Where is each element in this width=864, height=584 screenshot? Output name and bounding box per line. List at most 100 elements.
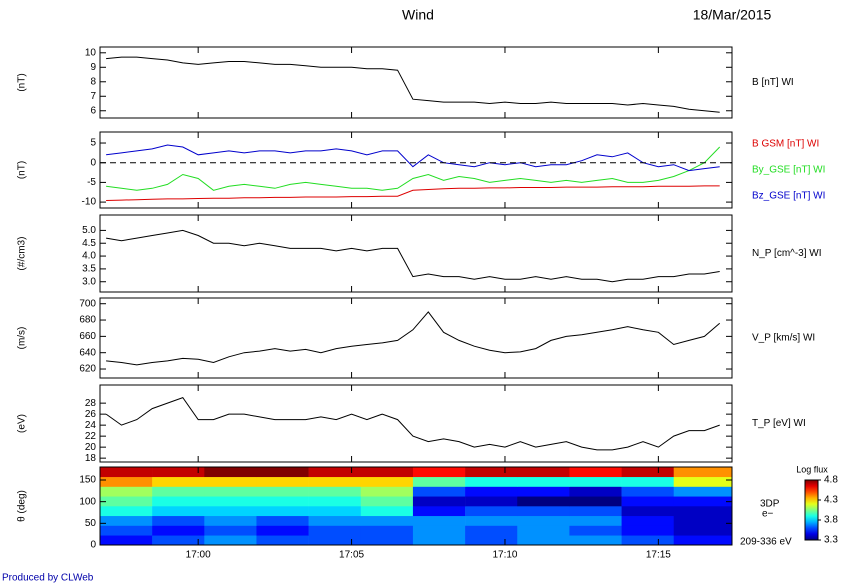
heatmap-cell	[517, 486, 570, 497]
panel-frame	[99, 384, 733, 463]
colorbar-tick-label: 4.8	[824, 475, 838, 486]
y-tick-label: 28	[85, 398, 97, 409]
footer: Produced by CLWeb	[2, 573, 94, 584]
species: e−	[762, 509, 774, 520]
heatmap-cell	[100, 467, 153, 478]
heatmap-cell	[152, 496, 205, 507]
y-axis-label: θ (deg)	[17, 490, 28, 522]
legend-label: N_P [cm^-3] WI	[752, 248, 822, 259]
heatmap-cell	[673, 535, 733, 546]
heatmap-cell	[360, 476, 414, 487]
heatmap-cell	[412, 496, 466, 507]
heatmap-cell	[204, 515, 257, 526]
heatmap-cell	[308, 476, 362, 487]
heatmap-cell	[412, 506, 466, 517]
heatmap-cell	[673, 515, 733, 526]
heatmap-cell	[152, 515, 205, 526]
heatmap-cell	[673, 476, 733, 487]
heatmap-cell	[100, 535, 153, 546]
y-tick-label: 18	[85, 453, 97, 464]
y-tick-label: 700	[79, 298, 96, 309]
y-tick-label: 5	[90, 138, 96, 149]
legend-label: B [nT] WI	[752, 77, 794, 88]
heatmap-cell	[465, 496, 518, 507]
y-axis-label: (nT)	[17, 161, 28, 179]
heatmap-cell	[412, 515, 466, 526]
heatmap-cell	[360, 467, 414, 478]
series-line	[106, 144, 720, 172]
heatmap-cell	[517, 525, 570, 536]
y-tick-label: 0	[90, 540, 96, 551]
heatmap-cell	[204, 467, 257, 478]
heatmap-cell	[465, 506, 518, 517]
legend-label: T_P [eV] WI	[752, 418, 806, 429]
panel-frame	[99, 297, 733, 379]
heatmap-cell	[517, 467, 570, 478]
heatmap-cell	[360, 486, 414, 497]
heatmap-cell	[204, 535, 257, 546]
series-line	[105, 397, 720, 451]
x-tick-label: 17:15	[646, 550, 671, 561]
date: 18/Mar/2015	[693, 7, 772, 23]
heatmap-cell	[517, 476, 570, 487]
energy: 209-336 eV	[740, 537, 792, 548]
chart-title: Wind	[402, 7, 434, 23]
heatmap-cell	[621, 486, 675, 497]
heatmap-cell	[256, 486, 309, 497]
panel-frame	[99, 214, 733, 293]
heatmap-cell	[152, 535, 205, 546]
y-tick-label: 620	[79, 364, 96, 375]
heatmap-cell	[517, 496, 570, 507]
y-tick-label: 4.0	[82, 251, 96, 262]
y-tick-label: 5.0	[82, 225, 96, 236]
x-tick-label: 17:05	[339, 550, 364, 561]
legend-label: By_GSE [nT] WI	[752, 165, 825, 176]
y-tick-label: 660	[79, 331, 96, 342]
heatmap-cell	[360, 525, 414, 536]
y-tick-label: 20	[85, 442, 97, 453]
heatmap-cell	[517, 515, 570, 526]
heatmap-cell	[569, 525, 622, 536]
heatmap-cell	[673, 486, 733, 497]
heatmap-cell	[465, 486, 518, 497]
heatmap-cell	[360, 535, 414, 546]
y-tick-label: 26	[85, 409, 97, 420]
heatmap-cell	[100, 496, 153, 507]
heatmap-cell	[621, 476, 675, 487]
y-tick-label: 22	[85, 431, 97, 442]
heatmap-cell	[152, 506, 205, 517]
heatmap-cell	[673, 496, 733, 507]
heatmap-cell	[621, 535, 675, 546]
y-axis-label: (m/s)	[17, 327, 28, 350]
heatmap-cell	[308, 515, 362, 526]
heatmap-cell	[465, 525, 518, 536]
y-tick-label: 3.0	[82, 276, 96, 287]
heatmap-cell	[412, 525, 466, 536]
y-tick-label: 6	[90, 105, 96, 116]
heatmap-cell	[569, 486, 622, 497]
y-tick-label: 3.5	[82, 264, 96, 275]
heatmap-cell	[621, 467, 675, 478]
heatmap-cell	[100, 525, 153, 536]
panel-frame	[99, 46, 733, 119]
series-line	[106, 311, 721, 366]
y-tick-label: 8	[90, 76, 96, 87]
heatmap-cell	[308, 496, 362, 507]
colorbar	[804, 479, 819, 541]
heatmap-cell	[100, 486, 153, 497]
colorbar-tick-label: 3.8	[824, 515, 838, 526]
heatmap-cell	[465, 515, 518, 526]
colorbar-tick-label: 4.3	[824, 495, 838, 506]
heatmap-cell	[621, 525, 675, 536]
series-line	[106, 229, 720, 283]
heatmap-cell	[621, 515, 675, 526]
y-tick-label: 9	[90, 62, 96, 73]
y-tick-label: 10	[85, 47, 97, 58]
x-tick-label: 17:00	[186, 550, 211, 561]
panel-frame	[99, 131, 733, 209]
instrument: 3DP	[760, 499, 780, 510]
heatmap-cell	[256, 535, 309, 546]
panel-frame	[99, 466, 733, 546]
series-line	[106, 146, 721, 191]
